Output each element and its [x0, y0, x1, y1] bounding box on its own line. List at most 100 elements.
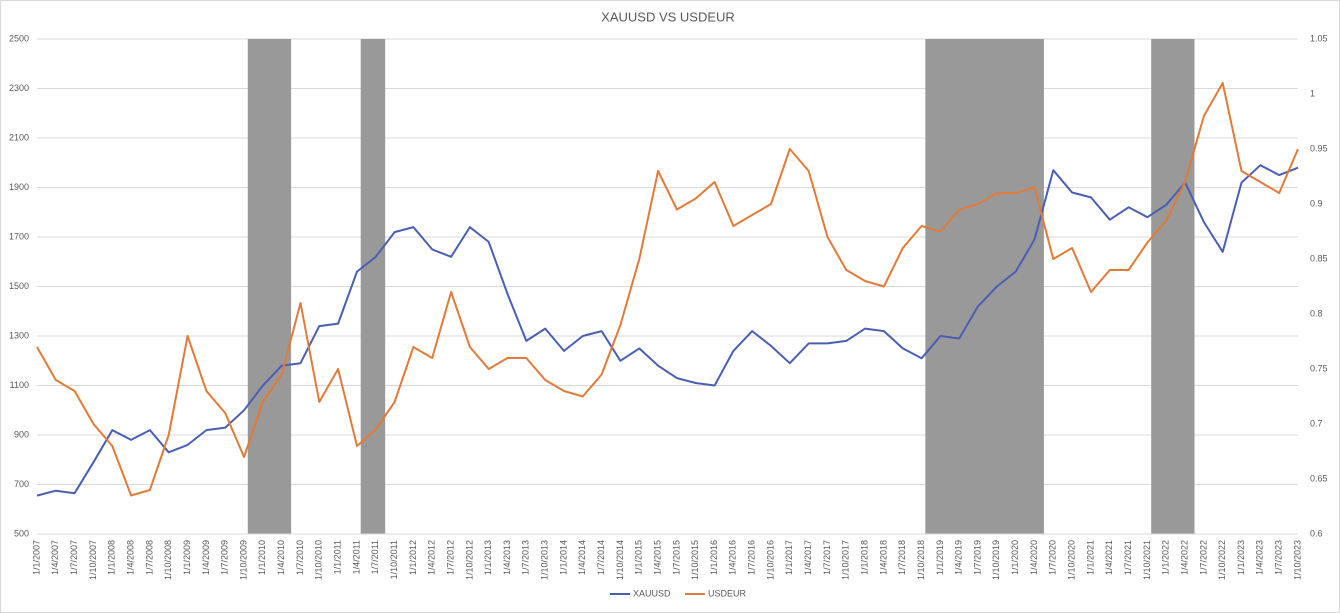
- legend-label: XAUUSD: [633, 588, 671, 598]
- shaded-band: [360, 39, 386, 534]
- x-tick-label: 1/7/2022: [1198, 540, 1208, 575]
- y-tick-label: 1300: [9, 330, 29, 340]
- y2-tick-label: 0.6: [1310, 528, 1323, 538]
- chart-title: XAUUSD VS USDEUR: [601, 9, 735, 24]
- y2-tick-label: 0.75: [1310, 363, 1328, 373]
- x-tick-label: 1/10/2009: [238, 540, 248, 580]
- x-tick-label: 1/1/2021: [1085, 540, 1095, 575]
- y2-tick-label: 0.95: [1310, 143, 1328, 153]
- x-tick-label: 1/1/2007: [31, 540, 41, 575]
- x-tick-label: 1/1/2012: [408, 540, 418, 575]
- x-tick-label: 1/7/2017: [822, 540, 832, 575]
- x-tick-label: 1/7/2012: [445, 540, 455, 575]
- y-tick-label: 2100: [9, 132, 29, 142]
- x-tick-label: 1/4/2022: [1179, 540, 1189, 575]
- y2-tick-label: 0.8: [1310, 308, 1323, 318]
- x-tick-label: 1/7/2007: [69, 540, 79, 575]
- x-tick-label: 1/7/2009: [220, 540, 230, 575]
- x-tick-label: 1/7/2013: [521, 540, 531, 575]
- x-tick-label: 1/7/2019: [972, 540, 982, 575]
- shaded-band: [925, 39, 1044, 534]
- x-tick-label: 1/4/2009: [201, 540, 211, 575]
- x-tick-label: 1/1/2016: [709, 540, 719, 575]
- y2-tick-label: 0.7: [1310, 418, 1323, 428]
- x-tick-label: 1/7/2008: [144, 540, 154, 575]
- x-tick-label: 1/1/2014: [558, 540, 568, 575]
- x-tick-label: 1/4/2023: [1255, 540, 1265, 575]
- y-tick-label: 900: [14, 429, 29, 439]
- x-tick-label: 1/10/2018: [916, 540, 926, 580]
- x-tick-label: 1/4/2019: [954, 540, 964, 575]
- x-tick-label: 1/7/2016: [747, 540, 757, 575]
- x-tick-label: 1/4/2014: [577, 540, 587, 575]
- x-tick-label: 1/4/2012: [427, 540, 437, 575]
- x-tick-label: 1/1/2010: [257, 540, 267, 575]
- x-tick-label: 1/10/2010: [314, 540, 324, 580]
- shaded-band: [1151, 39, 1195, 534]
- x-tick-label: 1/10/2022: [1217, 540, 1227, 580]
- x-tick-label: 1/7/2023: [1274, 540, 1284, 575]
- x-tick-label: 1/1/2023: [1236, 540, 1246, 575]
- x-tick-label: 1/4/2018: [878, 540, 888, 575]
- y-tick-label: 1900: [9, 182, 29, 192]
- series-line: [36, 82, 1299, 497]
- y-tick-label: 1500: [9, 281, 29, 291]
- x-tick-label: 1/4/2016: [728, 540, 738, 575]
- y-tick-label: 2500: [9, 33, 29, 43]
- y-tick-label: 1700: [9, 231, 29, 241]
- x-tick-label: 1/10/2015: [690, 540, 700, 580]
- x-tick-label: 1/4/2007: [50, 540, 60, 575]
- x-tick-label: 1/1/2017: [784, 540, 794, 575]
- x-tick-label: 1/4/2013: [502, 540, 512, 575]
- y-tick-label: 2300: [9, 83, 29, 93]
- y-tick-label: 700: [14, 479, 29, 489]
- y2-tick-label: 1.05: [1310, 33, 1328, 43]
- x-tick-label: 1/10/2012: [464, 540, 474, 580]
- shaded-band: [247, 39, 292, 534]
- x-tick-label: 1/1/2015: [634, 540, 644, 575]
- x-tick-label: 1/10/2007: [88, 540, 98, 580]
- y2-tick-label: 0.85: [1310, 253, 1328, 263]
- y2-tick-label: 1: [1310, 88, 1315, 98]
- y2-tick-label: 0.9: [1310, 198, 1323, 208]
- x-tick-label: 1/10/2008: [163, 540, 173, 580]
- x-tick-label: 1/10/2013: [540, 540, 550, 580]
- x-tick-label: 1/10/2017: [841, 540, 851, 580]
- y2-tick-label: 0.65: [1310, 473, 1328, 483]
- x-tick-label: 1/1/2019: [935, 540, 945, 575]
- x-tick-label: 1/7/2011: [370, 540, 380, 574]
- x-tick-label: 1/1/2020: [1010, 540, 1020, 575]
- x-tick-label: 1/4/2020: [1029, 540, 1039, 575]
- legend-label: USDEUR: [708, 588, 747, 598]
- y-tick-label: 500: [14, 528, 29, 538]
- x-tick-label: 1/4/2021: [1104, 540, 1114, 575]
- x-tick-label: 1/10/2011: [389, 540, 399, 579]
- x-tick-label: 1/4/2010: [276, 540, 286, 575]
- x-tick-label: 1/10/2016: [765, 540, 775, 580]
- x-tick-label: 1/10/2020: [1067, 540, 1077, 580]
- x-tick-label: 1/10/2021: [1142, 540, 1152, 580]
- x-tick-label: 1/4/2015: [652, 540, 662, 575]
- x-tick-label: 1/7/2021: [1123, 540, 1133, 575]
- x-tick-label: 1/1/2013: [483, 540, 493, 575]
- x-tick-label: 1/1/2011: [333, 540, 343, 574]
- x-tick-label: 1/7/2020: [1048, 540, 1058, 575]
- x-tick-label: 1/1/2018: [859, 540, 869, 575]
- x-tick-label: 1/7/2015: [671, 540, 681, 575]
- x-tick-label: 1/1/2008: [107, 540, 117, 575]
- x-tick-label: 1/10/2014: [615, 540, 625, 580]
- x-tick-label: 1/10/2019: [991, 540, 1001, 580]
- x-tick-label: 1/4/2011: [351, 540, 361, 574]
- x-tick-label: 1/1/2022: [1161, 540, 1171, 575]
- x-tick-label: 1/4/2017: [803, 540, 813, 575]
- y-tick-label: 1100: [10, 380, 29, 390]
- x-tick-label: 1/7/2014: [596, 540, 606, 575]
- x-tick-label: 1/10/2023: [1292, 540, 1302, 580]
- x-tick-label: 1/4/2008: [125, 540, 135, 575]
- x-tick-label: 1/7/2010: [295, 540, 305, 575]
- series-line: [36, 164, 1299, 497]
- x-tick-label: 1/7/2018: [897, 540, 907, 575]
